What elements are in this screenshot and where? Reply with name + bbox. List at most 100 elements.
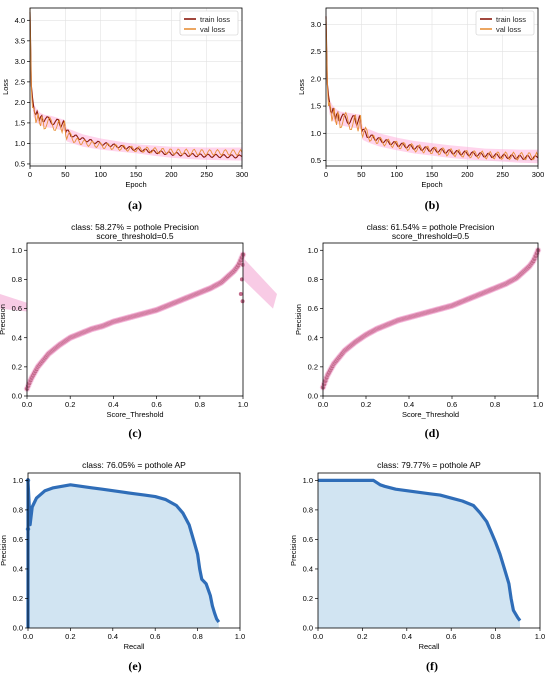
y-tick-label: 0.2 — [13, 594, 23, 603]
x-axis-label: Recall — [124, 642, 145, 651]
y-tick-label: 1.0 — [311, 129, 321, 138]
x-axis-label: Epoch — [125, 180, 146, 189]
caption-b: (b) — [424, 198, 440, 212]
x-tick-label: 0.8 — [195, 400, 205, 409]
spill-band-left — [0, 294, 27, 312]
legend-label: val loss — [496, 25, 521, 34]
y-axis-label: Precision — [0, 304, 7, 335]
y-tick-label: 0.6 — [308, 304, 318, 313]
point — [238, 292, 243, 296]
chart-f: 0.0 0.2 0.4 0.6 0.8 1.0 0.0 0.2 0.4 0.6 0.8 1.0 Reca… — [289, 460, 545, 651]
x-tick-label: 150 — [130, 170, 143, 179]
y-tick-label: 1.0 — [13, 476, 23, 485]
y-tick-label: 0.8 — [12, 275, 22, 284]
x-tick-label: 0.6 — [446, 632, 456, 641]
x-tick-label: 0.6 — [151, 400, 161, 409]
x-tick-label: 0.6 — [447, 400, 457, 409]
axes-frame — [26, 242, 244, 397]
x-tick-label: 0.2 — [357, 632, 367, 641]
x-tick-label: 1.0 — [533, 400, 543, 409]
precision-dots — [23, 251, 247, 392]
chart-e: 0.0 0.2 0.4 0.6 0.8 1.0 0.0 0.2 0.4 0.6 0.8 1.0 Reca… — [0, 460, 245, 651]
spill-band-right — [243, 257, 277, 309]
y-tick-label: 0.8 — [308, 275, 318, 284]
x-tick-label: 0.8 — [490, 632, 500, 641]
y-tick-label: 0.4 — [13, 565, 23, 574]
y-tick-label: 1.0 — [308, 246, 318, 255]
y-tick-label: 2.0 — [15, 98, 25, 107]
y-tick-label: 0.4 — [12, 333, 22, 342]
y-tick-label: 1.0 — [15, 139, 25, 148]
y-axis-label: Precision — [0, 535, 8, 566]
caption-a: (a) — [128, 198, 142, 212]
chart-c: 0.0 0.2 0.4 0.6 0.8 1.0 0.0 0.2 0.4 0.6 0.8 1.0 Scor… — [0, 222, 277, 419]
y-tick-label: 2.5 — [15, 77, 25, 86]
x-tick-label: 0.0 — [23, 632, 33, 641]
y-tick-label: 0.0 — [308, 392, 318, 401]
y-tick-label: 0.2 — [12, 362, 22, 371]
series-line-val-loss — [29, 7, 243, 156]
axes-frame — [322, 242, 539, 397]
x-axis-label: Recall — [419, 642, 440, 651]
precision-dots — [319, 247, 542, 391]
y-tick-label: 0.6 — [13, 535, 23, 544]
x-tick-label: 0.4 — [404, 400, 414, 409]
y-tick-label: 0.8 — [303, 506, 313, 515]
legend-label: train loss — [200, 15, 230, 24]
ap-curve — [318, 478, 522, 622]
point — [240, 299, 245, 304]
axes-frame — [317, 472, 541, 629]
legend-label: val loss — [200, 25, 225, 34]
x-tick-label: 100 — [390, 170, 403, 179]
x-tick-label: 250 — [496, 170, 509, 179]
y-tick-label: 0.8 — [13, 506, 23, 515]
y-tick-label: 0.0 — [12, 392, 22, 401]
x-axis-label: Score_Threshold — [106, 410, 163, 419]
chart-title: class: 76.05% = pothole AP — [82, 460, 186, 470]
x-tick-label: 200 — [165, 170, 178, 179]
x-tick-label: 1.0 — [235, 632, 245, 641]
y-tick-label: 1.5 — [15, 119, 25, 128]
x-axis-label: Score_Threshold — [402, 410, 459, 419]
y-tick-label: 2.0 — [311, 74, 321, 83]
chart-title: class: 79.77% = pothole AP — [377, 460, 481, 470]
x-tick-label: 1.0 — [535, 632, 545, 641]
chart-title: class: 58.27% = pothole Precision — [71, 222, 199, 232]
x-tick-label: 300 — [236, 170, 249, 179]
y-tick-label: 0.4 — [308, 333, 318, 342]
chart-d: 0.0 0.2 0.4 0.6 0.8 1.0 0.0 0.2 0.4 0.6 0.8 1.0 Scor… — [294, 222, 543, 419]
x-tick-label: 0.6 — [150, 632, 160, 641]
y-tick-label: 2.5 — [311, 47, 321, 56]
y-tick-label: 3.5 — [15, 36, 25, 45]
y-tick-label: 0.5 — [15, 160, 25, 169]
x-tick-label: 0 — [28, 170, 32, 179]
x-tick-label: 50 — [357, 170, 365, 179]
y-tick-label: 0.4 — [303, 565, 313, 574]
x-tick-label: 300 — [532, 170, 545, 179]
x-tick-label: 0.0 — [313, 632, 323, 641]
x-tick-label: 0.2 — [65, 400, 75, 409]
chart-title: class: 61.54% = pothole Precision — [367, 222, 495, 232]
caption-f: (f) — [426, 659, 438, 673]
ap-area-fill — [318, 480, 521, 628]
x-tick-label: 0.4 — [108, 400, 118, 409]
caption-d: (d) — [424, 426, 440, 440]
axes-frame — [27, 472, 241, 629]
series-line-val-loss — [325, 18, 539, 161]
x-tick-label: 1.0 — [238, 400, 248, 409]
x-tick-label: 200 — [461, 170, 474, 179]
x-tick-label: 250 — [200, 170, 213, 179]
chart-subtitle: score_threshold=0.5 — [392, 231, 470, 241]
y-axis-label: Precision — [294, 304, 303, 335]
caption-e: (e) — [128, 659, 142, 673]
ap-curve — [26, 478, 221, 628]
legend-label: train loss — [496, 15, 526, 24]
y-tick-label: 3.0 — [311, 20, 321, 29]
x-tick-label: 0.4 — [108, 632, 118, 641]
x-tick-label: 0.8 — [192, 632, 202, 641]
